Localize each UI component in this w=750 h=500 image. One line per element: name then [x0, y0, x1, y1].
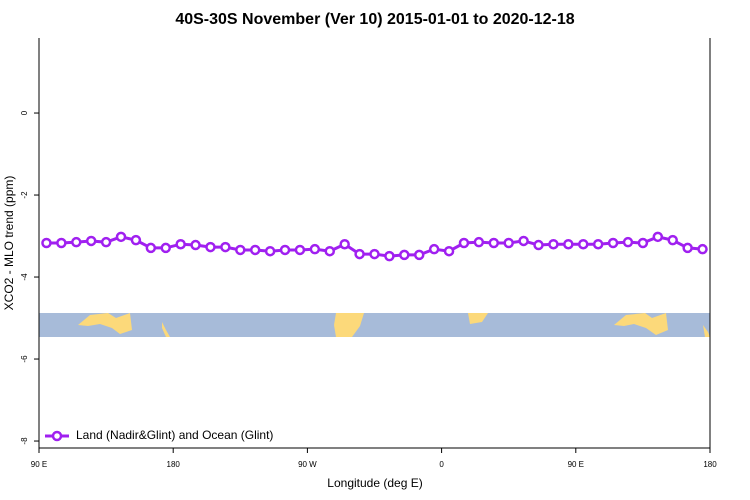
- point: [399, 249, 410, 261]
- chart-title: 40S-30S November (Ver 10) 2015-01-01 to …: [175, 11, 574, 28]
- point: [220, 241, 231, 253]
- point: [503, 237, 514, 249]
- point: [384, 250, 395, 262]
- land: [614, 313, 668, 335]
- point: [190, 239, 201, 251]
- point: [160, 242, 171, 254]
- x-tick-label: 90 E: [568, 460, 584, 469]
- legend-marker: [51, 430, 63, 442]
- point: [100, 236, 112, 248]
- point: [294, 244, 306, 256]
- y-tick-label: 0: [20, 110, 29, 115]
- point: [637, 237, 649, 249]
- y-tick-label: -4: [20, 273, 29, 281]
- x-tick-label: 90 E: [31, 460, 47, 469]
- point: [563, 238, 574, 250]
- point: [592, 238, 604, 250]
- point: [115, 231, 127, 243]
- x-tick-label: 0: [439, 460, 444, 469]
- point: [458, 237, 470, 249]
- point: [622, 236, 634, 248]
- point: [667, 234, 678, 246]
- point: [428, 243, 440, 255]
- y-tick-label: -8: [20, 437, 29, 445]
- point: [145, 242, 157, 254]
- point: [130, 234, 142, 246]
- land: [334, 313, 364, 337]
- point: [324, 245, 336, 257]
- point: [697, 243, 708, 255]
- point: [548, 238, 559, 250]
- y-tick-label: -6: [20, 355, 29, 363]
- point: [518, 235, 529, 247]
- point: [369, 248, 380, 260]
- x-tick-label: 180: [167, 460, 181, 469]
- point: [175, 238, 186, 250]
- y-axis-label: XCO2 - MLO trend (ppm): [2, 176, 16, 311]
- point: [339, 238, 350, 250]
- land: [703, 325, 710, 337]
- point: [578, 238, 589, 250]
- point: [473, 236, 485, 248]
- point: [309, 243, 321, 255]
- x-tick-label: 180: [703, 460, 717, 469]
- point: [56, 237, 67, 249]
- x-axis-label: Longitude (deg E): [327, 476, 422, 490]
- point: [71, 236, 82, 248]
- point: [264, 245, 276, 257]
- legend-label: Land (Nadir&Glint) and Ocean (Glint): [76, 428, 273, 442]
- point: [413, 249, 425, 261]
- x-tick-label: 90 W: [298, 460, 317, 469]
- map-strip: [39, 313, 710, 337]
- land: [78, 313, 132, 334]
- point: [279, 244, 291, 256]
- land: [468, 313, 488, 324]
- point: [682, 242, 693, 254]
- point: [652, 231, 664, 243]
- land: [162, 322, 170, 337]
- ocean: [39, 313, 710, 337]
- point: [249, 244, 261, 256]
- point: [488, 237, 500, 249]
- point: [85, 235, 97, 247]
- point: [41, 237, 52, 249]
- point: [235, 244, 246, 256]
- point: [354, 248, 365, 260]
- point: [607, 237, 619, 249]
- y-tick-label: -2: [20, 191, 29, 199]
- point: [205, 241, 216, 253]
- point: [443, 245, 455, 257]
- point: [533, 239, 544, 251]
